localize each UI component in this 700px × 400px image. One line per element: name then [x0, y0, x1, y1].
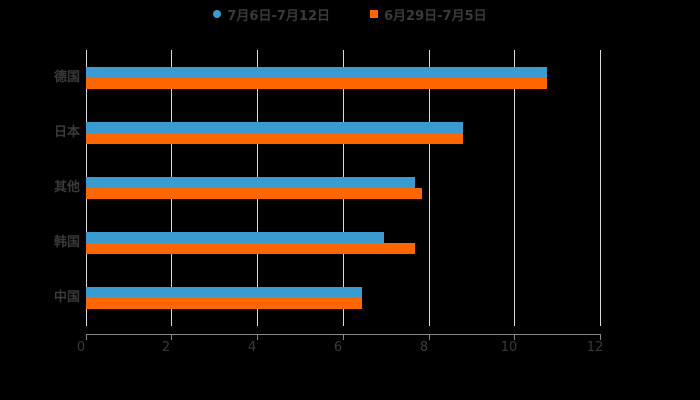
bar-series-1[interactable]: [86, 287, 362, 298]
x-tick-label: 10: [500, 340, 518, 355]
x-axis-tick: [600, 334, 601, 340]
gridline-8: [429, 50, 430, 326]
x-axis-tick: [514, 334, 515, 340]
bar-series-2[interactable]: [86, 243, 415, 254]
bar-series-2[interactable]: [86, 188, 422, 199]
category-label: 韩国: [53, 235, 80, 250]
legend-label: 7月6日-7月12日: [227, 8, 330, 24]
category-label: 日本: [53, 125, 80, 140]
gridline-12: [600, 50, 601, 326]
bar-series-2[interactable]: [86, 133, 463, 144]
category-label: 德国: [53, 70, 80, 85]
x-tick-label: 2: [161, 340, 171, 355]
bar-series-1[interactable]: [86, 67, 547, 78]
bar-series-1[interactable]: [86, 232, 384, 243]
x-axis-tick: [171, 334, 172, 340]
x-tick-label: 8: [419, 340, 429, 355]
legend-item-series-2[interactable]: 6月29日-7月5日: [370, 5, 487, 24]
x-tick-label: 12: [586, 340, 604, 355]
x-tick-label: 4: [247, 340, 257, 355]
category-label: 中国: [53, 290, 80, 305]
legend-square-icon: [370, 10, 378, 18]
gridline-10: [514, 50, 515, 326]
legend-circle-icon: [213, 10, 222, 18]
x-tick-label: 0: [76, 340, 86, 355]
x-tick-label: 6: [333, 340, 343, 355]
bar-series-2[interactable]: [86, 78, 547, 89]
chart-legend: 7月6日-7月12日 6月29日-7月5日: [0, 4, 700, 24]
bar-series-1[interactable]: [86, 177, 415, 188]
x-axis-tick: [429, 334, 430, 340]
category-label: 其他: [53, 180, 80, 195]
legend-item-series-1[interactable]: 7月6日-7月12日: [213, 5, 330, 24]
x-axis-tick: [257, 334, 258, 340]
bar-series-1[interactable]: [86, 122, 463, 133]
legend-label: 6月29日-7月5日: [384, 8, 487, 24]
bar-series-2[interactable]: [86, 298, 362, 309]
x-axis-tick: [343, 334, 344, 340]
x-axis-tick: [86, 334, 87, 340]
